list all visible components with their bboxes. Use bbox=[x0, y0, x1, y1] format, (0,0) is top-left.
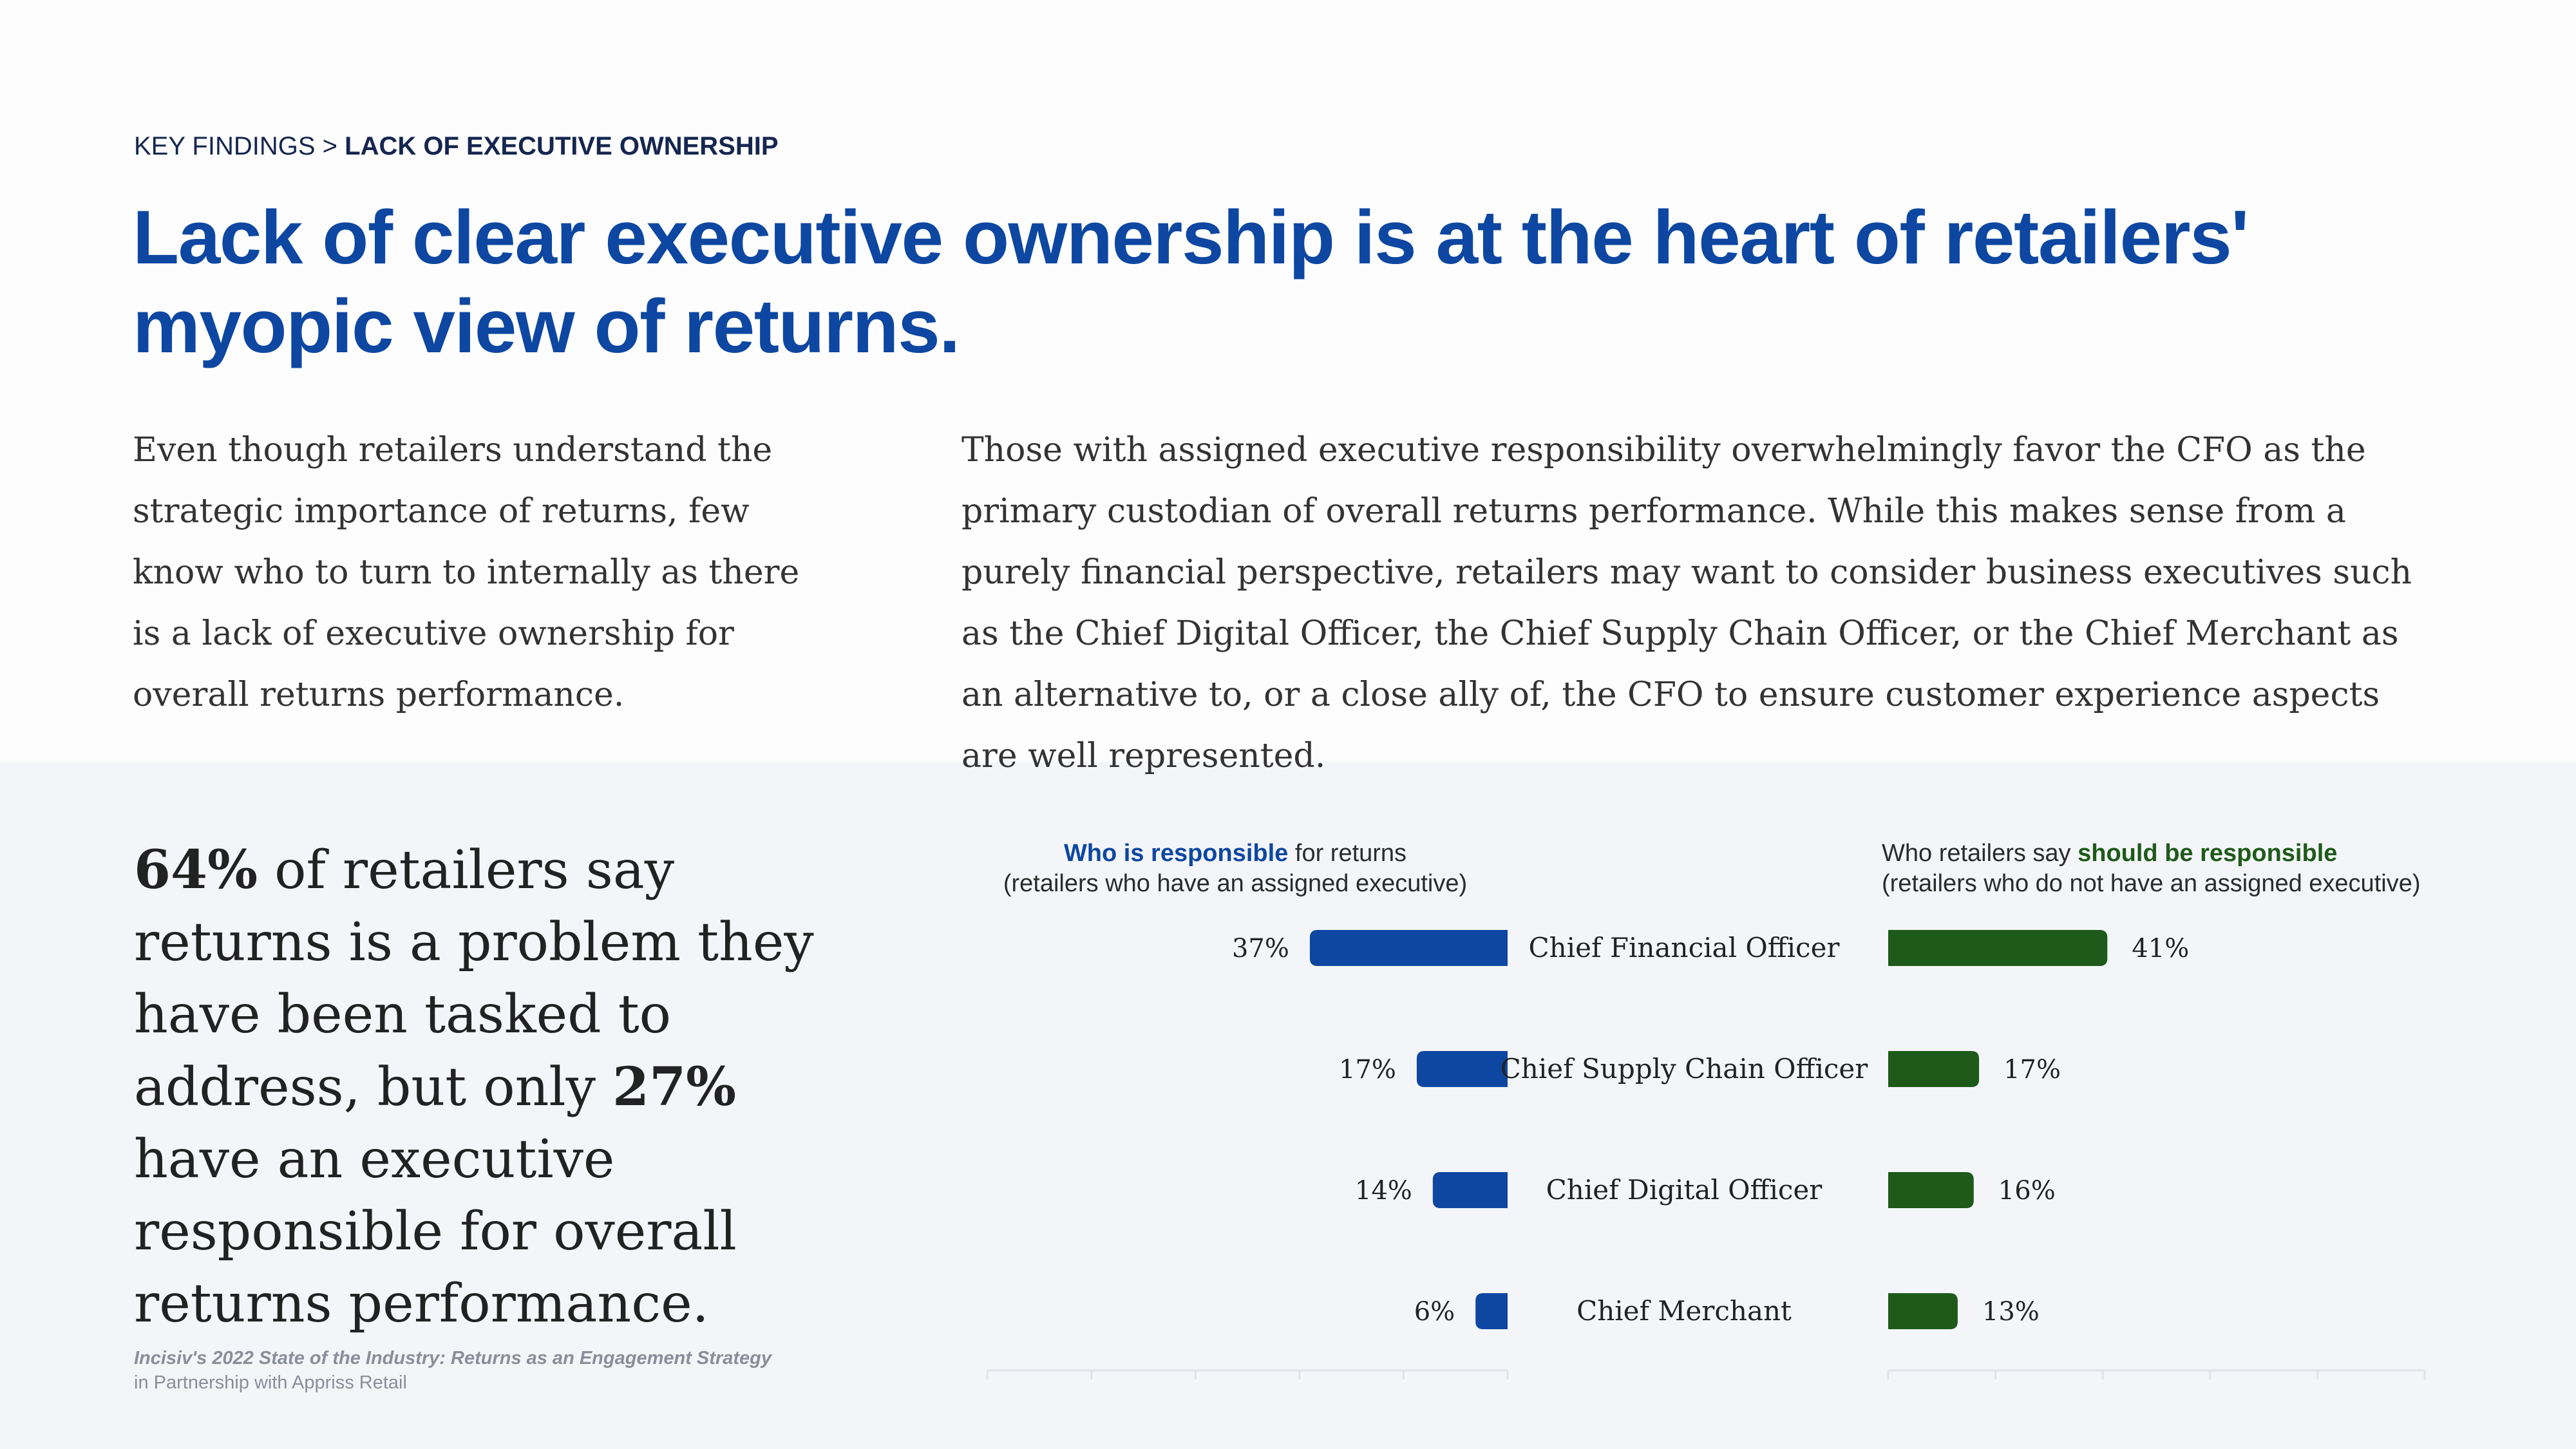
bar-left-label: 14% bbox=[1355, 1176, 1412, 1206]
bar-right-label: 41% bbox=[2132, 934, 2189, 963]
bar-left bbox=[1416, 1051, 1508, 1087]
bar-right-label: 16% bbox=[1998, 1176, 2056, 1206]
breadcrumb-current: LACK OF EXECUTIVE OWNERSHIP bbox=[345, 132, 779, 160]
bar-left bbox=[1309, 930, 1508, 966]
stat-text-1: of retailers say returns is a problem th… bbox=[134, 840, 814, 1118]
category-label: Chief Merchant bbox=[1577, 1295, 1792, 1327]
category-label: Chief Digital Officer bbox=[1546, 1174, 1823, 1206]
bar-left-label: 37% bbox=[1232, 934, 1289, 963]
category-label: Chief Supply Chain Officer bbox=[1501, 1053, 1869, 1084]
bar-right bbox=[1888, 1051, 1980, 1087]
bar-right-label: 17% bbox=[2003, 1055, 2061, 1084]
left-header-rest: for returns bbox=[1288, 840, 1407, 867]
chart-left-header: Who is responsible for returns (retailer… bbox=[987, 838, 1483, 899]
right-header-pre: Who retailers say bbox=[1882, 840, 2078, 867]
key-stat-callout: 64% of retailers say returns is a proble… bbox=[134, 834, 868, 1340]
chart-right-header: Who retailers say should be responsible … bbox=[1882, 838, 2420, 899]
left-header-subtitle: (retailers who have an assigned executiv… bbox=[1003, 870, 1468, 897]
breadcrumb-separator: > bbox=[322, 132, 338, 160]
bar-right bbox=[1888, 1293, 1958, 1329]
breadcrumb: KEY FINDINGS > LACK OF EXECUTIVE OWNERSH… bbox=[134, 132, 779, 161]
stat-pct-1: 64% bbox=[134, 839, 258, 901]
header-section bbox=[0, 0, 2576, 762]
category-label: Chief Financial Officer bbox=[1528, 932, 1840, 963]
intro-right-paragraph: Those with assigned executive responsibi… bbox=[961, 431, 2412, 775]
bar-left-label: 6% bbox=[1414, 1297, 1455, 1327]
right-header-bold: should be responsible bbox=[2078, 840, 2338, 867]
stat-text-2: have an executive responsible for overal… bbox=[134, 1129, 737, 1334]
bar-left-label: 17% bbox=[1339, 1055, 1396, 1084]
right-header-subtitle: (retailers who do not have an assigned e… bbox=[1882, 870, 2421, 897]
breadcrumb-section[interactable]: KEY FINDINGS bbox=[134, 132, 316, 160]
bar-left bbox=[1475, 1293, 1508, 1329]
source-citation: Incisiv's 2022 State of the Industry: Re… bbox=[134, 1346, 772, 1395]
left-header-bold: Who is responsible bbox=[1063, 840, 1289, 867]
source-subtitle: in Partnership with Appriss Retail bbox=[134, 1372, 407, 1393]
source-title: Incisiv's 2022 State of the Industry: Re… bbox=[134, 1348, 772, 1368]
stat-pct-2: 27% bbox=[612, 1056, 737, 1118]
bar-right bbox=[1888, 930, 2108, 966]
page-title: Lack of clear executive ownership is at … bbox=[133, 195, 2249, 369]
intro-left-paragraph: Even though retailers understand the str… bbox=[133, 431, 800, 714]
bar-right-label: 13% bbox=[1982, 1297, 2040, 1327]
findings-section bbox=[0, 762, 2576, 1449]
bar-right bbox=[1888, 1172, 1974, 1208]
bar-left bbox=[1432, 1172, 1508, 1208]
